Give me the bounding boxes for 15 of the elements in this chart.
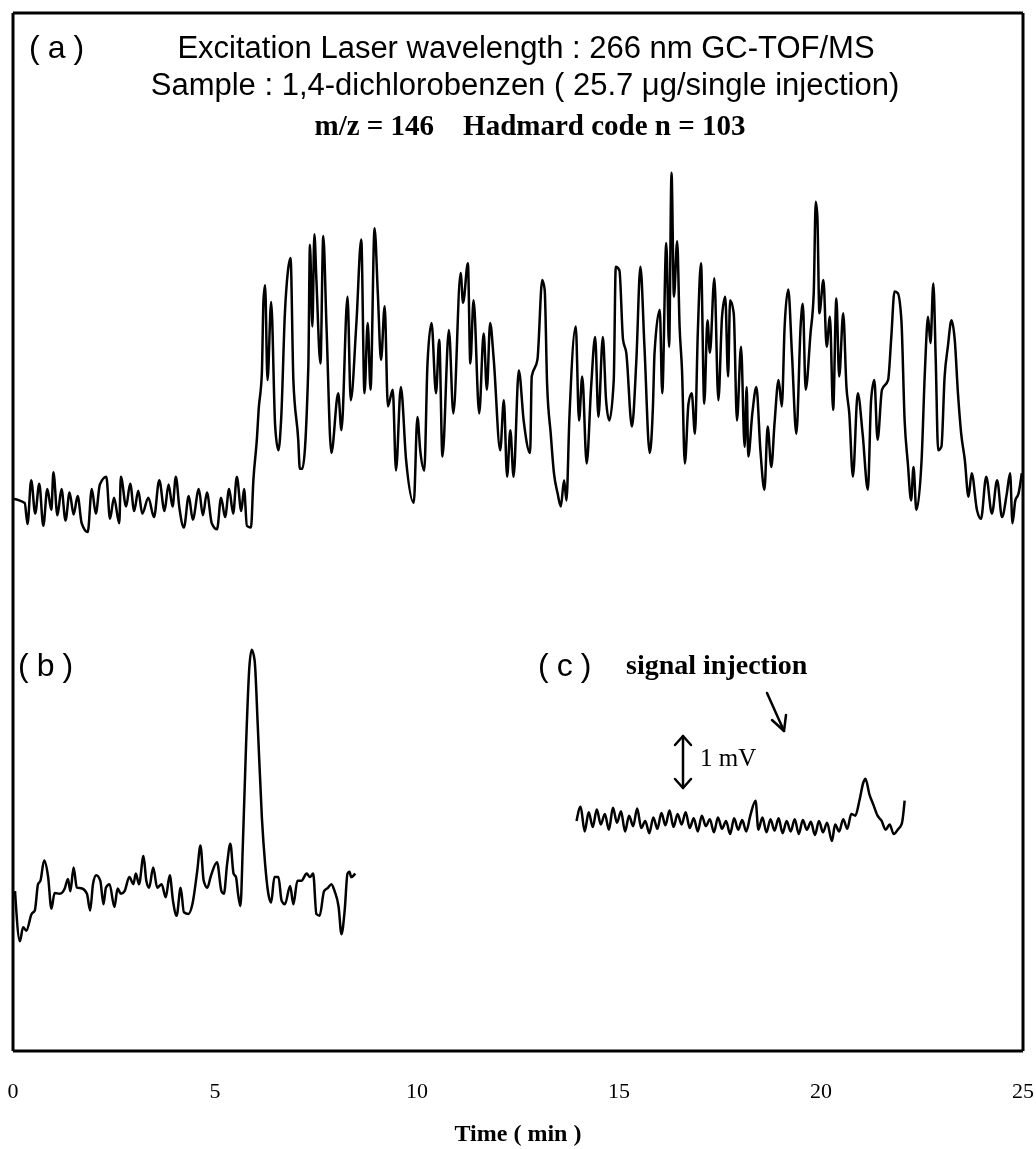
- annotation: (b): [18, 647, 82, 683]
- chart-subtitle: Sample : 1,4-dichlorobenzen ( 25.7 μg/single injection): [150, 66, 900, 102]
- x-tick-label: 5: [209, 1077, 221, 1103]
- x-tick-label: 0: [7, 1077, 19, 1103]
- x-tick-label: 10: [406, 1077, 428, 1103]
- x-tick-label: 25: [1012, 1077, 1034, 1103]
- annotation: signal injection: [626, 648, 808, 680]
- text: m/z = 146 Hadmard code n = 103: [314, 109, 746, 141]
- annotation: (c): [538, 647, 600, 683]
- x-tick-label: 15: [608, 1077, 630, 1103]
- annotation: 1 mV: [700, 743, 757, 771]
- x-axis-title: Time ( min ): [454, 1120, 582, 1146]
- x-tick-label: 20: [810, 1077, 832, 1103]
- text: (a): [29, 29, 93, 65]
- chart-title: Excitation Laser wavelength : 266 nm GC-TOF/MS: [177, 29, 875, 65]
